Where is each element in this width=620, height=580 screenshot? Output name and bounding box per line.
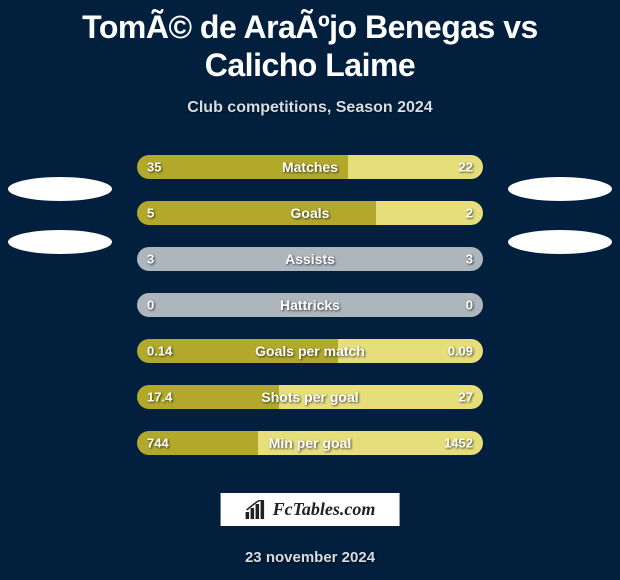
stat-value-left: 5	[147, 205, 154, 220]
stat-label: Shots per goal	[261, 389, 358, 405]
player-oval	[8, 177, 112, 201]
chart-icon	[245, 500, 267, 520]
comparison-chart: Matches 35 22 Goals 5 2 Assists 3 3 Hattricks 0 0 Go…	[0, 155, 620, 455]
page-subtitle: Club competitions, Season 2024	[0, 99, 620, 117]
stat-value-right: 3	[466, 251, 473, 266]
brand-text: FcTables.com	[273, 499, 376, 520]
stat-value-right: 0.09	[448, 343, 473, 358]
stat-value-left: 17.4	[147, 389, 172, 404]
player-oval	[508, 230, 612, 254]
stat-value-left: 35	[147, 159, 161, 174]
player-oval	[8, 230, 112, 254]
stat-row: Shots per goal 17.4 27	[0, 385, 620, 409]
stat-value-right: 22	[459, 159, 473, 174]
stat-row: Goals per match 0.14 0.09	[0, 339, 620, 363]
stat-row: Min per goal 744 1452	[0, 431, 620, 455]
bar-left	[137, 201, 376, 225]
stat-label: Goals per match	[255, 343, 365, 359]
stat-value-right: 2	[466, 205, 473, 220]
stat-label: Matches	[282, 159, 338, 175]
stat-row: Matches 35 22	[0, 155, 620, 179]
stat-label: Hattricks	[280, 297, 340, 313]
stat-value-left: 3	[147, 251, 154, 266]
stat-value-left: 0	[147, 297, 154, 312]
brand-badge: FcTables.com	[221, 493, 400, 526]
bar-left	[137, 247, 310, 271]
stat-value-right: 1452	[444, 435, 473, 450]
stat-row: Hattricks 0 0	[0, 293, 620, 317]
player-oval	[508, 177, 612, 201]
page-title: TomÃ© de AraÃºjo Benegas vs Calicho Laim…	[0, 0, 620, 85]
stat-label: Assists	[285, 251, 335, 267]
stat-label: Goals	[291, 205, 330, 221]
stat-label: Min per goal	[269, 435, 351, 451]
bar-right	[310, 247, 483, 271]
stat-row: Goals 5 2	[0, 201, 620, 225]
stat-value-right: 27	[459, 389, 473, 404]
stat-value-right: 0	[466, 297, 473, 312]
stat-value-left: 744	[147, 435, 169, 450]
footer-date: 23 november 2024	[245, 549, 375, 566]
stat-value-left: 0.14	[147, 343, 172, 358]
